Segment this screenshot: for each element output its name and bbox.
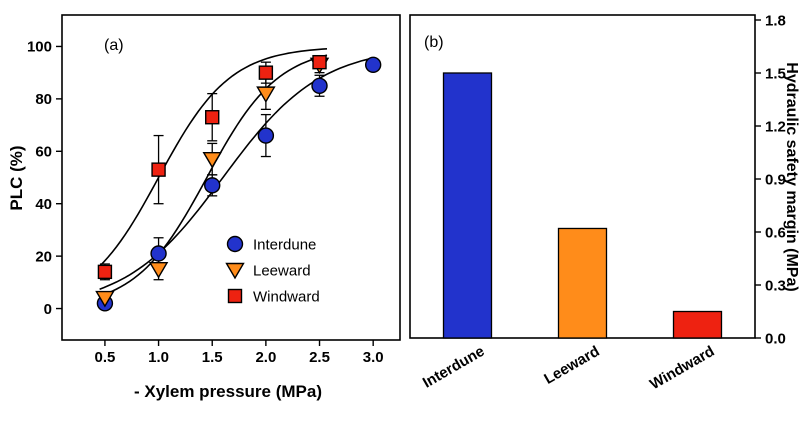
windward-point xyxy=(205,110,220,125)
x-tick-label: 3.0 xyxy=(363,349,384,366)
legend-label-interdune: Interdune xyxy=(253,236,316,253)
legend-label-windward: Windward xyxy=(253,288,320,305)
fit-curve-interdune xyxy=(99,57,371,290)
interdune-point xyxy=(364,56,382,73)
category-label-interdune: Interdune xyxy=(420,343,488,392)
panel-a-plot: 0 20 40 60 80 100 0.5 1.0 1.5 2.0 2.5 3.0 Interdune L… xyxy=(27,14,401,366)
y-tick-label: 0.6 xyxy=(765,224,786,241)
panel-a-ylabel: PLC (%) xyxy=(7,145,26,210)
y-tick-label: 0 xyxy=(44,301,52,318)
leeward-point xyxy=(202,151,222,169)
interdune-point xyxy=(150,245,167,262)
x-tick-label: 0.5 xyxy=(94,349,115,366)
y-tick-label: 1.8 xyxy=(765,12,786,29)
bar-interdune xyxy=(442,72,493,339)
legend-marker-interdune xyxy=(226,235,244,253)
x-tick-label: 2.0 xyxy=(255,349,276,366)
windward-point xyxy=(97,264,113,280)
y-tick-label: 100 xyxy=(27,39,52,56)
y-tick-label: 80 xyxy=(35,91,52,108)
windward-point xyxy=(151,162,166,177)
y-tick-label: 0.9 xyxy=(765,171,786,188)
legend-label-leeward: Leeward xyxy=(253,262,311,279)
y-tick-label: 60 xyxy=(35,144,52,161)
panel-a-letter: (a) xyxy=(104,37,124,54)
x-tick-label: 1.5 xyxy=(202,349,223,366)
panel-a-xlabel: - Xylem pressure (MPa) xyxy=(134,382,322,401)
y-tick-label: 40 xyxy=(35,196,52,213)
leeward-point xyxy=(256,86,276,104)
panel-b-letter: (b) xyxy=(424,34,444,51)
x-tick-label: 2.5 xyxy=(309,349,330,366)
bar-leeward xyxy=(557,227,608,339)
x-tick-label: 1.0 xyxy=(148,349,169,366)
panel-a-frame xyxy=(61,14,401,341)
fit-curve-leeward xyxy=(99,54,328,297)
legend-marker-leeward xyxy=(225,262,245,280)
panel-b-ylabel: Hydraulic safety margin (MPa) xyxy=(783,62,800,291)
bar-windward xyxy=(672,310,723,339)
y-tick-label: 1.2 xyxy=(765,118,786,135)
leeward-point xyxy=(95,290,115,308)
panel-b-plot: 0.0 0.3 0.6 0.9 1.2 1.5 1.8 Interdune Leeward Win… xyxy=(409,12,786,393)
y-tick-label: 0.3 xyxy=(765,277,786,294)
y-tick-label: 20 xyxy=(35,248,52,265)
y-tick-label: 1.5 xyxy=(765,65,786,82)
legend-marker-windward xyxy=(227,288,243,304)
interdune-point xyxy=(204,177,221,194)
interdune-point xyxy=(257,127,275,144)
y-tick-label: 0.0 xyxy=(765,330,786,347)
leeward-point xyxy=(148,262,169,279)
category-label-windward: Windward xyxy=(647,343,717,393)
windward-point xyxy=(312,54,327,70)
windward-point xyxy=(258,65,274,80)
interdune-point xyxy=(311,77,328,94)
category-label-leeward: Leeward xyxy=(541,343,602,388)
